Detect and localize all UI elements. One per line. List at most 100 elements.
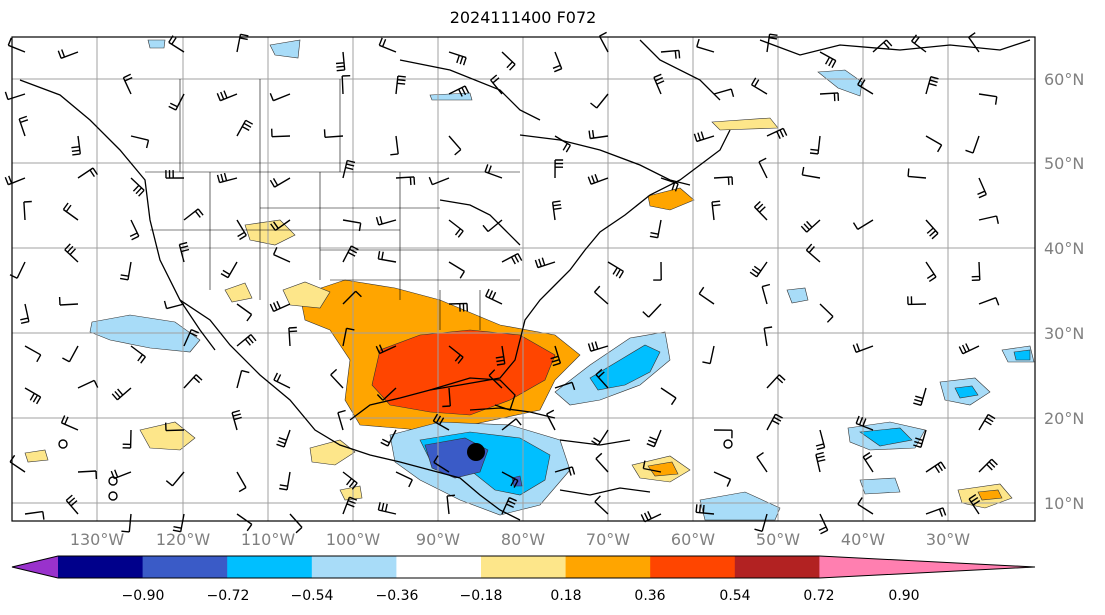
wind-barb xyxy=(766,413,783,431)
wind-barb xyxy=(819,303,834,323)
wind-barb xyxy=(642,303,662,318)
wind-barb xyxy=(965,135,980,154)
wind-barb xyxy=(64,243,79,263)
wind-barb xyxy=(590,93,609,109)
wind-barb xyxy=(448,85,470,97)
wind-barb xyxy=(749,261,768,278)
wind-barb xyxy=(640,511,662,523)
wind-barb xyxy=(713,429,733,439)
wind-barb xyxy=(501,51,516,71)
wind-barb xyxy=(272,247,291,263)
wind-barb xyxy=(165,170,185,179)
wind-barb xyxy=(754,513,768,532)
wind-barb xyxy=(428,176,450,186)
wind-barb xyxy=(815,451,826,473)
wind-barb xyxy=(77,379,99,389)
colorbar-swatch xyxy=(58,556,144,578)
wind-barb xyxy=(448,135,462,156)
wind-barb xyxy=(273,372,291,389)
wind-barb xyxy=(857,77,874,95)
wind-barb xyxy=(433,455,450,473)
colorbar xyxy=(11,555,1036,579)
wind-barb xyxy=(819,51,837,69)
wind-barb xyxy=(269,300,291,313)
latitude-labels: 60°N 50°N 40°N 30°N 20°N 10°N xyxy=(1044,70,1084,513)
wind-barb xyxy=(653,261,662,281)
colorbar-swatch xyxy=(227,556,313,578)
blue-region-2 xyxy=(859,427,913,447)
colorbar-tick-label: 0.18 xyxy=(550,588,581,604)
wind-barb xyxy=(71,135,81,156)
colorbar-tick-label: −0.72 xyxy=(207,588,250,604)
colorbar-swatch xyxy=(311,556,397,578)
lat-label: 40°N xyxy=(1044,239,1084,258)
yellow-region-5 xyxy=(224,282,253,303)
wind-barb xyxy=(24,510,45,520)
colorbar-swatch xyxy=(650,556,736,578)
wind-barbs xyxy=(4,31,1000,535)
wind-barb xyxy=(395,75,406,95)
wind-barb xyxy=(801,166,821,179)
wind-barb xyxy=(24,387,42,405)
wind-barb xyxy=(594,495,609,515)
orange-region-small-3 xyxy=(977,489,1003,501)
lat-label: 60°N xyxy=(1044,70,1084,89)
wind-barb xyxy=(855,415,874,431)
wind-barb xyxy=(862,452,874,473)
wind-barb xyxy=(501,252,523,265)
wind-barb xyxy=(852,343,874,353)
storm-center-marker xyxy=(467,443,485,461)
colorbar-swatch xyxy=(565,556,651,578)
wind-barb xyxy=(378,37,397,53)
wind-barb xyxy=(216,90,238,102)
wind-barb xyxy=(766,374,786,389)
wind-barb xyxy=(546,409,556,431)
wind-barb xyxy=(342,219,362,232)
wind-barb xyxy=(165,471,185,487)
wind-barb xyxy=(342,245,359,263)
wind-barb xyxy=(649,219,662,239)
wind-barb xyxy=(122,73,133,95)
lon-label: 60°W xyxy=(671,530,715,549)
wind-barb xyxy=(57,49,79,59)
wind-barb xyxy=(432,413,450,431)
wind-barb xyxy=(122,429,132,449)
wind-barb xyxy=(271,128,291,138)
wind-barb xyxy=(448,261,465,279)
wind-barb xyxy=(698,286,715,305)
wind-barb xyxy=(753,200,768,221)
wind-barb xyxy=(4,175,26,186)
wind-barb xyxy=(448,345,464,364)
wind-barb xyxy=(925,135,943,153)
colorbar-extend-low xyxy=(12,556,58,578)
wind-barb xyxy=(925,219,939,240)
yellow-region-9 xyxy=(24,449,49,463)
wind-barb xyxy=(925,507,947,517)
wind-barb xyxy=(925,261,937,282)
wind-barb xyxy=(231,409,242,431)
wind-barb xyxy=(4,91,26,101)
wind-barb xyxy=(484,164,503,179)
wind-barb xyxy=(593,285,609,305)
wind-barb xyxy=(809,135,821,155)
map-frame xyxy=(11,36,1036,522)
colorbar-tick-label: −0.36 xyxy=(376,588,419,604)
colorbar-tick-label: 0.54 xyxy=(719,588,750,604)
lat-label: 20°N xyxy=(1044,409,1084,428)
wind-barb xyxy=(815,429,826,451)
wind-barb xyxy=(925,76,939,95)
wind-barb xyxy=(913,387,927,406)
wind-barb xyxy=(183,328,199,347)
wind-barb xyxy=(713,176,734,186)
wind-barb xyxy=(77,470,98,480)
wind-barb xyxy=(554,159,564,179)
wind-barb xyxy=(958,343,980,355)
wind-barb xyxy=(236,513,253,532)
lightblue-region-6 xyxy=(269,39,301,59)
wind-barb xyxy=(62,202,79,221)
lon-label: 30°W xyxy=(926,530,970,549)
wind-barb xyxy=(750,77,768,95)
wind-barb xyxy=(761,283,771,305)
wind-barb xyxy=(276,429,291,448)
